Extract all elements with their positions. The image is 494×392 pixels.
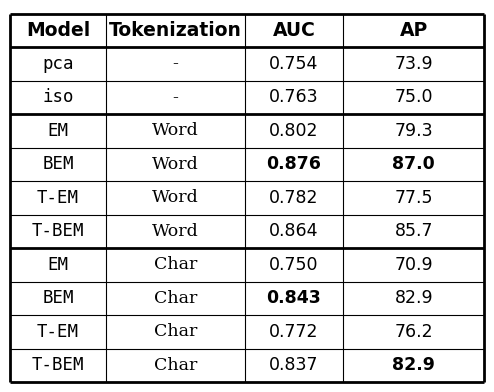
Text: BEM: BEM: [42, 289, 74, 307]
Text: T-BEM: T-BEM: [32, 222, 84, 240]
Text: 0.754: 0.754: [269, 55, 319, 73]
Text: Char: Char: [154, 323, 197, 341]
Text: 75.0: 75.0: [395, 89, 433, 107]
Text: 77.5: 77.5: [395, 189, 433, 207]
Text: 85.7: 85.7: [395, 222, 433, 240]
Text: -: -: [172, 89, 178, 106]
Text: 82.9: 82.9: [394, 289, 433, 307]
Text: 0.750: 0.750: [269, 256, 319, 274]
Text: -: -: [172, 55, 178, 73]
Text: AP: AP: [400, 21, 428, 40]
Text: 0.864: 0.864: [269, 222, 319, 240]
Text: Word: Word: [152, 223, 199, 240]
Text: Word: Word: [152, 189, 199, 207]
Text: 82.9: 82.9: [392, 356, 435, 374]
Text: 76.2: 76.2: [394, 323, 433, 341]
Text: T-BEM: T-BEM: [32, 356, 84, 374]
Text: Word: Word: [152, 122, 199, 140]
Text: EM: EM: [47, 256, 69, 274]
Text: 79.3: 79.3: [394, 122, 433, 140]
Text: T-EM: T-EM: [37, 189, 79, 207]
Text: iso: iso: [42, 89, 74, 107]
Text: 0.782: 0.782: [269, 189, 319, 207]
Text: Char: Char: [154, 357, 197, 374]
Text: Tokenization: Tokenization: [109, 21, 242, 40]
Text: 0.772: 0.772: [269, 323, 319, 341]
Text: Model: Model: [26, 21, 90, 40]
Text: 0.837: 0.837: [269, 356, 319, 374]
Text: 70.9: 70.9: [394, 256, 433, 274]
Text: 0.876: 0.876: [266, 156, 322, 174]
Text: Word: Word: [152, 156, 199, 173]
Text: AUC: AUC: [273, 21, 315, 40]
Text: 73.9: 73.9: [394, 55, 433, 73]
Text: 87.0: 87.0: [392, 156, 435, 174]
Text: 0.843: 0.843: [267, 289, 321, 307]
Text: Char: Char: [154, 256, 197, 274]
Text: pca: pca: [42, 55, 74, 73]
Text: Char: Char: [154, 290, 197, 307]
Text: BEM: BEM: [42, 156, 74, 174]
Text: EM: EM: [47, 122, 69, 140]
Text: T-EM: T-EM: [37, 323, 79, 341]
Text: 0.802: 0.802: [269, 122, 319, 140]
Text: 0.763: 0.763: [269, 89, 319, 107]
